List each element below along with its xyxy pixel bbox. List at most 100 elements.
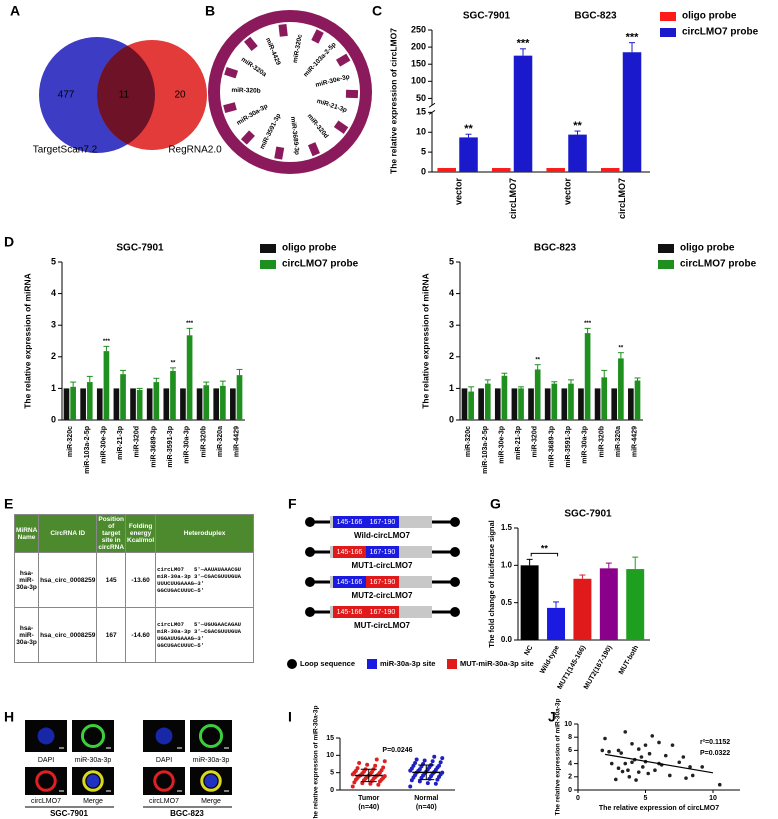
ring-tab bbox=[335, 53, 351, 67]
channel-label: miR-30a-3p bbox=[75, 757, 112, 764]
x-tick-label: miR-30a-3p bbox=[582, 426, 589, 464]
x-tick-note: (n=40) bbox=[416, 804, 437, 811]
legend-swatch bbox=[447, 659, 457, 669]
header-cell: Folding energy Kcal/mol bbox=[125, 514, 157, 553]
x-tick-note: (n=40) bbox=[358, 804, 379, 811]
dot bbox=[365, 762, 370, 767]
chart-title: BGC-823 bbox=[534, 243, 577, 254]
chart-title: SGC-7901 bbox=[116, 243, 164, 254]
x-tick-label: miR-30a-3p bbox=[184, 426, 191, 464]
dot bbox=[355, 766, 360, 771]
x-tick-label: miR-320d bbox=[532, 426, 539, 458]
site-label: 145-166 bbox=[337, 579, 363, 586]
dot bbox=[374, 757, 379, 762]
mirna-label: miR-3689-3p bbox=[289, 116, 300, 155]
x-tick-label: 10 bbox=[709, 795, 717, 802]
site bbox=[333, 546, 366, 558]
panel-label: D bbox=[4, 234, 14, 250]
mirna-label: miR-3591-3p bbox=[259, 113, 282, 151]
signal bbox=[35, 770, 57, 792]
significance: ** bbox=[171, 360, 176, 366]
site-label: 167-190 bbox=[370, 579, 396, 586]
x-tick-label: MUT1(145-166) bbox=[557, 644, 588, 690]
bar bbox=[468, 391, 474, 420]
dot bbox=[432, 754, 437, 759]
annotation: P=0.0322 bbox=[700, 750, 730, 757]
significance: *** bbox=[186, 321, 194, 327]
site bbox=[333, 606, 366, 618]
y-tick-label: 0.0 bbox=[501, 635, 513, 644]
annotation: P=0.0246 bbox=[382, 747, 412, 754]
x-tick-label: miR-103a-2-5p bbox=[84, 426, 91, 474]
dot bbox=[425, 781, 430, 786]
x-tick-label: miR-320a bbox=[217, 426, 224, 457]
point bbox=[623, 761, 628, 766]
x-tick-label: circLMO7 bbox=[617, 178, 627, 219]
site-label: 167-190 bbox=[370, 609, 396, 616]
legend-label: circLMO7 probe bbox=[682, 27, 759, 38]
x-tick-label: 0 bbox=[576, 795, 580, 802]
y-tick-label: 8 bbox=[568, 734, 572, 741]
duplex-line: UGGAUUGAAAG—3' bbox=[157, 635, 205, 642]
x-tick-label: miR-320b bbox=[598, 426, 605, 458]
group-label: BGC-823 bbox=[574, 11, 617, 22]
y-tick-label: 50 bbox=[416, 93, 426, 103]
bar bbox=[459, 137, 478, 172]
panel-label: C bbox=[372, 3, 382, 19]
header-cell: CircRNA ID bbox=[38, 514, 98, 553]
mirna-label: miR-320a bbox=[240, 56, 268, 78]
y-tick-label: 5 bbox=[449, 256, 454, 266]
channel-label: circLMO7 bbox=[149, 798, 179, 805]
legend-swatch bbox=[658, 260, 674, 269]
bar bbox=[478, 388, 484, 420]
legend-swatch bbox=[660, 12, 676, 21]
channel-label: Merge bbox=[201, 798, 221, 805]
point bbox=[670, 743, 675, 747]
significance: ** bbox=[464, 123, 473, 135]
bar bbox=[634, 380, 641, 420]
duplex-line: circLMO7 5'—UGUGAACAGAU bbox=[157, 621, 242, 628]
bar bbox=[561, 388, 568, 420]
signal bbox=[80, 723, 106, 749]
y-tick-label: 100 bbox=[411, 76, 426, 86]
point bbox=[616, 748, 621, 753]
panel-label: I bbox=[288, 709, 292, 725]
site bbox=[333, 576, 366, 588]
duplex-line: UUUCUUGAAAG—3' bbox=[157, 580, 205, 587]
y-tick-label: 4 bbox=[568, 760, 572, 767]
duplex-line: GGCUGACUUUC—5' bbox=[157, 642, 205, 649]
point bbox=[623, 730, 628, 734]
cell: 145 bbox=[96, 552, 127, 608]
group-label: BGC-823 bbox=[170, 809, 204, 818]
point bbox=[609, 761, 614, 766]
legend-swatch bbox=[660, 28, 676, 37]
y-tick-label: 0 bbox=[330, 787, 334, 794]
point bbox=[650, 734, 655, 738]
mirna-label: miR-320b bbox=[231, 87, 260, 95]
nucleus bbox=[86, 774, 100, 788]
construct-name: MUT2-circLMO7 bbox=[352, 591, 413, 600]
ring bbox=[208, 10, 372, 174]
x-tick-label: miR-320b bbox=[200, 426, 207, 458]
duplex-line: miR-30a-3p 3'—CGACGUUUGUA bbox=[157, 628, 242, 635]
legend-label: MUT-miR-30a-3p site bbox=[460, 659, 534, 668]
ring-tab bbox=[244, 36, 258, 52]
site bbox=[366, 516, 399, 528]
point bbox=[688, 765, 692, 769]
ring-tab bbox=[333, 120, 349, 134]
site-label: 167-190 bbox=[370, 519, 396, 526]
point bbox=[690, 773, 695, 778]
site-label: 145-166 bbox=[337, 549, 363, 556]
bar bbox=[568, 134, 587, 172]
x-tick-label: miR-3591-3p bbox=[565, 426, 572, 468]
ring-tab bbox=[240, 130, 255, 145]
loop-end bbox=[450, 577, 460, 587]
bar bbox=[146, 388, 153, 420]
point bbox=[619, 751, 623, 755]
bar bbox=[437, 168, 456, 172]
significance: ** bbox=[541, 544, 549, 554]
loop-end bbox=[450, 547, 460, 557]
significance: ** bbox=[535, 357, 540, 363]
cell: hsa_circ_0008259 bbox=[38, 607, 98, 663]
venn-count: 20 bbox=[174, 90, 186, 101]
